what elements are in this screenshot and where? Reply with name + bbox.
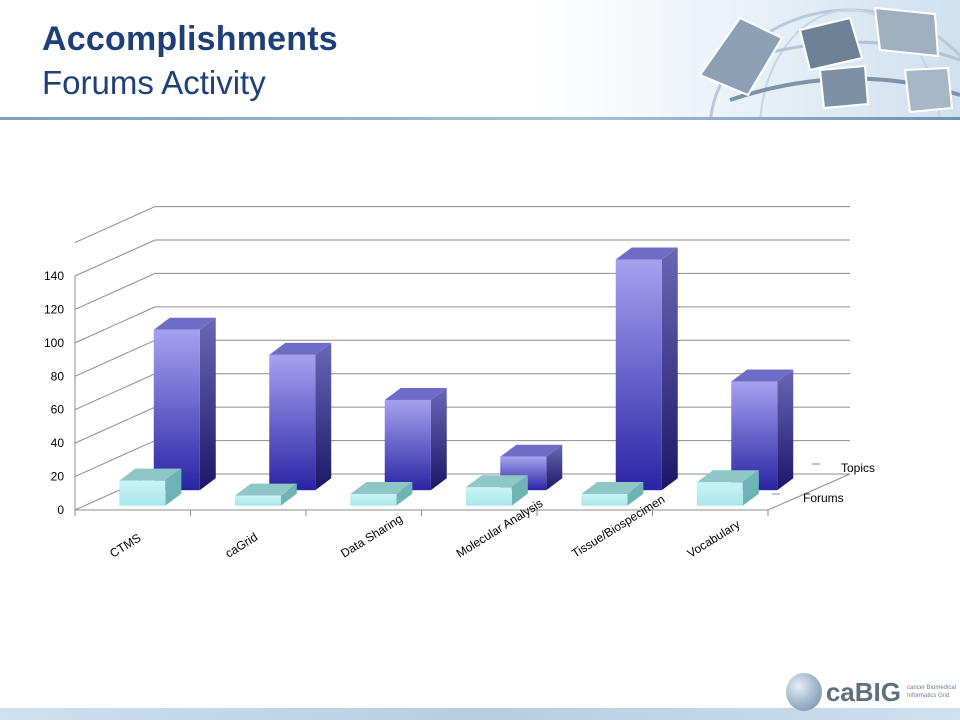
topics-bar [384,399,431,491]
y-tick-label: 60 [51,403,65,417]
cabig-logo: caBIG cancer Biomedical Informatics Grid [786,672,956,712]
gridline-side [74,406,156,444]
topics-bar [153,329,200,491]
x-tick-label: Vocabulary [685,517,743,560]
forums-bar-side [627,481,644,506]
x-tick-label: CTMS [107,531,143,561]
forums-bar-top [696,470,759,483]
gridline-side [74,440,156,478]
forums-bar-side [511,475,528,506]
y-tick-label: 120 [44,302,64,316]
topics-bar-side [315,342,332,491]
forums-bar [119,480,166,506]
topics-bar-side [661,247,678,491]
topics-bar-top [269,342,332,355]
logo-text: caBIG [825,676,901,707]
footer-strip [0,708,960,720]
topics-bar-top [384,387,447,400]
topics-bar-side [546,444,563,491]
x-tick-label: caGrid [223,530,260,561]
topics-bar [269,354,316,491]
forums-bar-side [165,468,182,506]
forums-bar-side [742,470,759,506]
x-tick-label: Data Sharing [338,512,405,561]
forums-bar-top [581,481,644,494]
forums-bar [581,493,628,506]
bar-chart: 0 20 40 60 80 100 120 140 Topics Forums CTMS caGrid… [44,206,875,561]
floor-right-edge [767,473,851,511]
gridline-side [74,272,156,310]
topics-bar-top [153,317,216,330]
forums-bar-side [280,483,297,506]
y-tick-label: 0 [57,503,64,517]
forums-bar [234,495,281,506]
series-label-topics: Topics [841,461,875,475]
gridline-side [74,306,156,344]
globe-icon [786,673,822,711]
forums-bar-side [396,481,413,506]
header-rule [0,117,960,120]
topics-bar [615,259,662,491]
globe-collage-graphic [698,6,960,118]
forums-bar-top [350,481,413,494]
topics-bar-side [777,369,794,491]
forums-bar-top [234,483,297,496]
header-band [0,0,960,118]
gridline-side [74,373,156,411]
gridline-side [74,206,156,244]
logo-subtext: cancer Biomedical Informatics Grid [906,685,957,699]
gridline-side [74,239,156,277]
y-tick-label: 140 [44,269,64,283]
topics-bar-side [430,387,447,491]
forums-bar-top [465,475,528,488]
forums-bar [465,487,512,506]
forums-bar [696,482,743,506]
topics-bar-top [615,247,678,260]
forums-bar [350,493,397,506]
gridline-side [74,339,156,377]
topics-bar-side [199,317,216,491]
topics-bar-top [500,444,563,457]
y-tick-label: 20 [51,470,65,484]
y-tick-label: 100 [44,336,64,350]
forums-bar-top [119,468,182,481]
y-tick-label: 80 [51,369,65,383]
y-tick-label: 40 [51,436,65,450]
slide-title: Accomplishments [42,20,338,58]
series-label-forums: Forums [803,491,844,505]
slide-subtitle: Forums Activity [42,64,266,101]
x-tick-label: Molecular Analysis [454,496,546,561]
topics-bar-top [731,369,794,382]
